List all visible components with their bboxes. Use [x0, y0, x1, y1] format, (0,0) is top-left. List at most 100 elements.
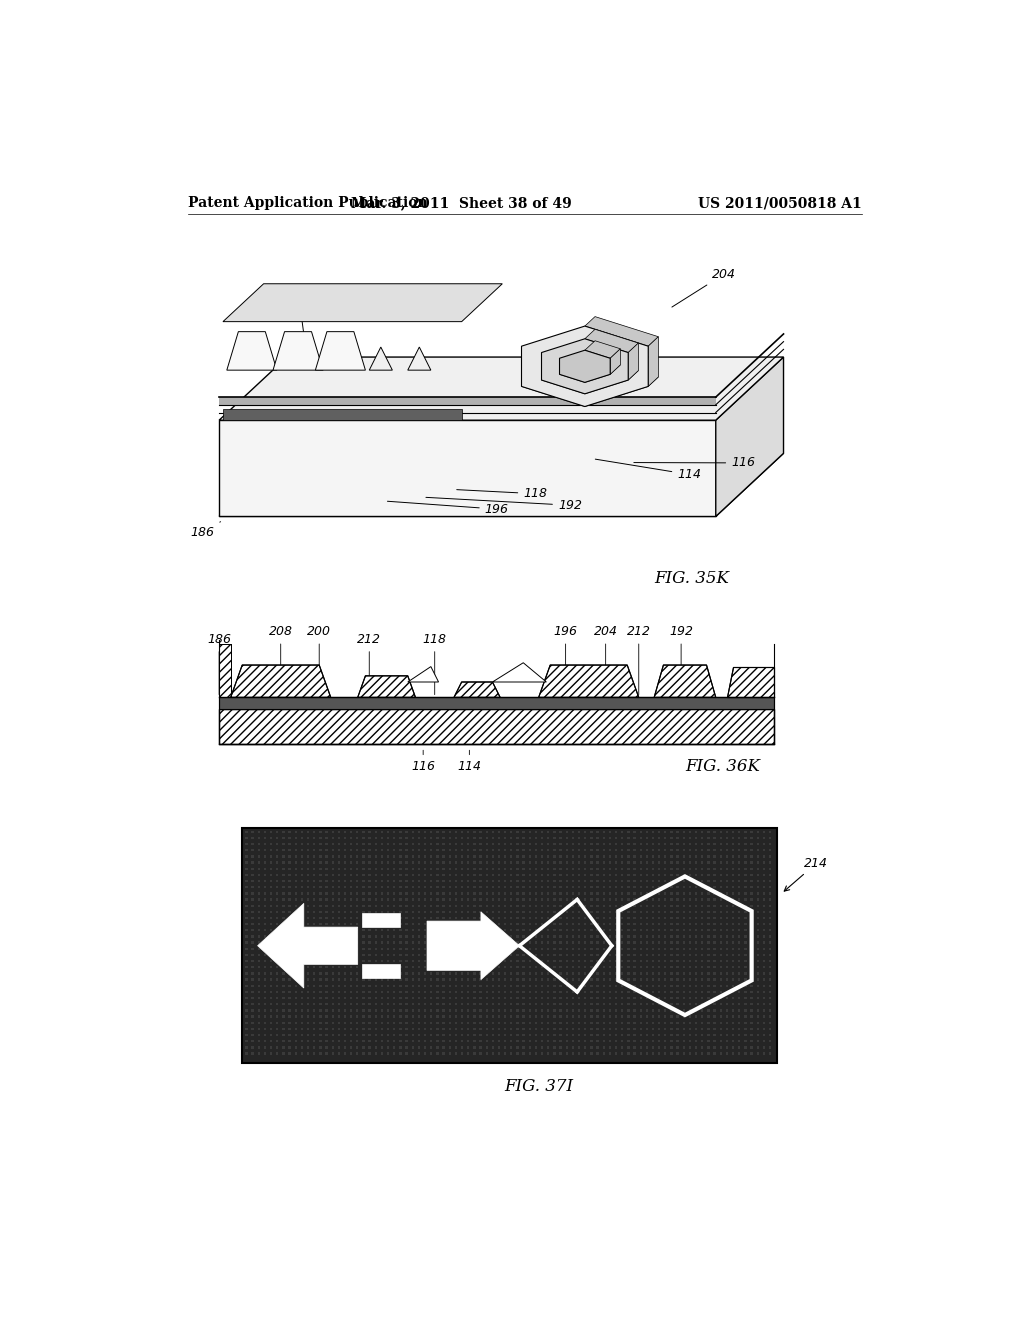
Bar	[559, 886, 562, 888]
Bar	[689, 1047, 691, 1048]
Bar	[584, 1034, 587, 1036]
Bar	[246, 1003, 248, 1006]
Bar	[424, 973, 426, 974]
Bar	[590, 843, 593, 845]
Bar	[436, 948, 438, 950]
Bar	[393, 867, 395, 870]
Bar	[461, 1028, 463, 1030]
Bar	[628, 1028, 630, 1030]
Bar	[319, 1010, 322, 1011]
Bar	[412, 1022, 414, 1024]
Bar	[535, 837, 538, 840]
Bar	[677, 843, 679, 845]
Bar	[455, 936, 457, 937]
Bar	[510, 960, 512, 962]
Bar	[763, 899, 765, 900]
Bar	[295, 978, 297, 981]
Bar	[602, 973, 605, 974]
Bar	[399, 917, 401, 919]
Bar	[646, 978, 648, 981]
Bar	[751, 978, 753, 981]
Bar	[528, 849, 531, 851]
Bar	[289, 1003, 291, 1006]
Bar	[578, 923, 581, 925]
Bar	[584, 874, 587, 876]
Bar	[565, 1047, 568, 1048]
Bar	[301, 941, 303, 944]
Bar	[338, 911, 340, 913]
Bar	[479, 1028, 481, 1030]
Bar	[301, 985, 303, 987]
Bar	[332, 1040, 334, 1043]
Bar	[602, 904, 605, 907]
Bar	[565, 973, 568, 974]
Bar	[313, 1003, 315, 1006]
Bar	[565, 960, 568, 962]
Bar	[658, 985, 660, 987]
Bar	[578, 880, 581, 882]
Bar	[307, 855, 309, 858]
Bar	[289, 1052, 291, 1055]
Bar	[751, 1010, 753, 1011]
Bar	[646, 849, 648, 851]
Bar	[571, 929, 574, 932]
Bar	[307, 1040, 309, 1043]
Bar	[344, 936, 346, 937]
Bar	[276, 843, 279, 845]
Bar	[332, 966, 334, 969]
Bar	[455, 1010, 457, 1011]
Bar	[479, 862, 481, 863]
Bar	[602, 892, 605, 895]
Bar	[608, 862, 611, 863]
Bar	[393, 886, 395, 888]
Bar	[307, 1052, 309, 1055]
Bar	[628, 978, 630, 981]
Bar	[726, 867, 728, 870]
Bar	[375, 948, 377, 950]
Bar	[356, 911, 358, 913]
Bar	[350, 978, 352, 981]
Bar	[313, 1028, 315, 1030]
Bar	[510, 917, 512, 919]
Text: FIG. 36K: FIG. 36K	[685, 758, 760, 775]
Bar	[412, 855, 414, 858]
Bar	[541, 1040, 544, 1043]
Bar	[584, 843, 587, 845]
Bar	[744, 1028, 746, 1030]
Bar	[547, 978, 550, 981]
Bar	[319, 874, 322, 876]
Bar	[565, 849, 568, 851]
Bar	[744, 923, 746, 925]
Bar	[590, 960, 593, 962]
Bar	[442, 1003, 444, 1006]
Bar	[406, 874, 408, 876]
Bar	[424, 941, 426, 944]
Bar	[473, 855, 475, 858]
Bar	[375, 929, 377, 932]
Bar	[634, 892, 636, 895]
Bar	[504, 991, 506, 993]
Bar	[326, 849, 328, 851]
Bar	[412, 1034, 414, 1036]
Bar	[424, 1003, 426, 1006]
Bar	[449, 917, 451, 919]
Bar	[332, 948, 334, 950]
Bar	[614, 892, 617, 895]
Bar	[590, 855, 593, 858]
Bar	[714, 985, 716, 987]
Bar	[381, 941, 383, 944]
Bar	[461, 849, 463, 851]
Bar	[578, 1034, 581, 1036]
Bar	[455, 904, 457, 907]
Bar	[541, 1003, 544, 1006]
Bar	[578, 904, 581, 907]
Bar	[350, 1047, 352, 1048]
Bar	[720, 874, 722, 876]
Bar	[541, 855, 544, 858]
Bar	[646, 966, 648, 969]
Bar	[671, 1028, 673, 1030]
Bar	[732, 849, 734, 851]
Bar	[283, 886, 285, 888]
Bar	[677, 1003, 679, 1006]
Bar	[720, 1015, 722, 1018]
